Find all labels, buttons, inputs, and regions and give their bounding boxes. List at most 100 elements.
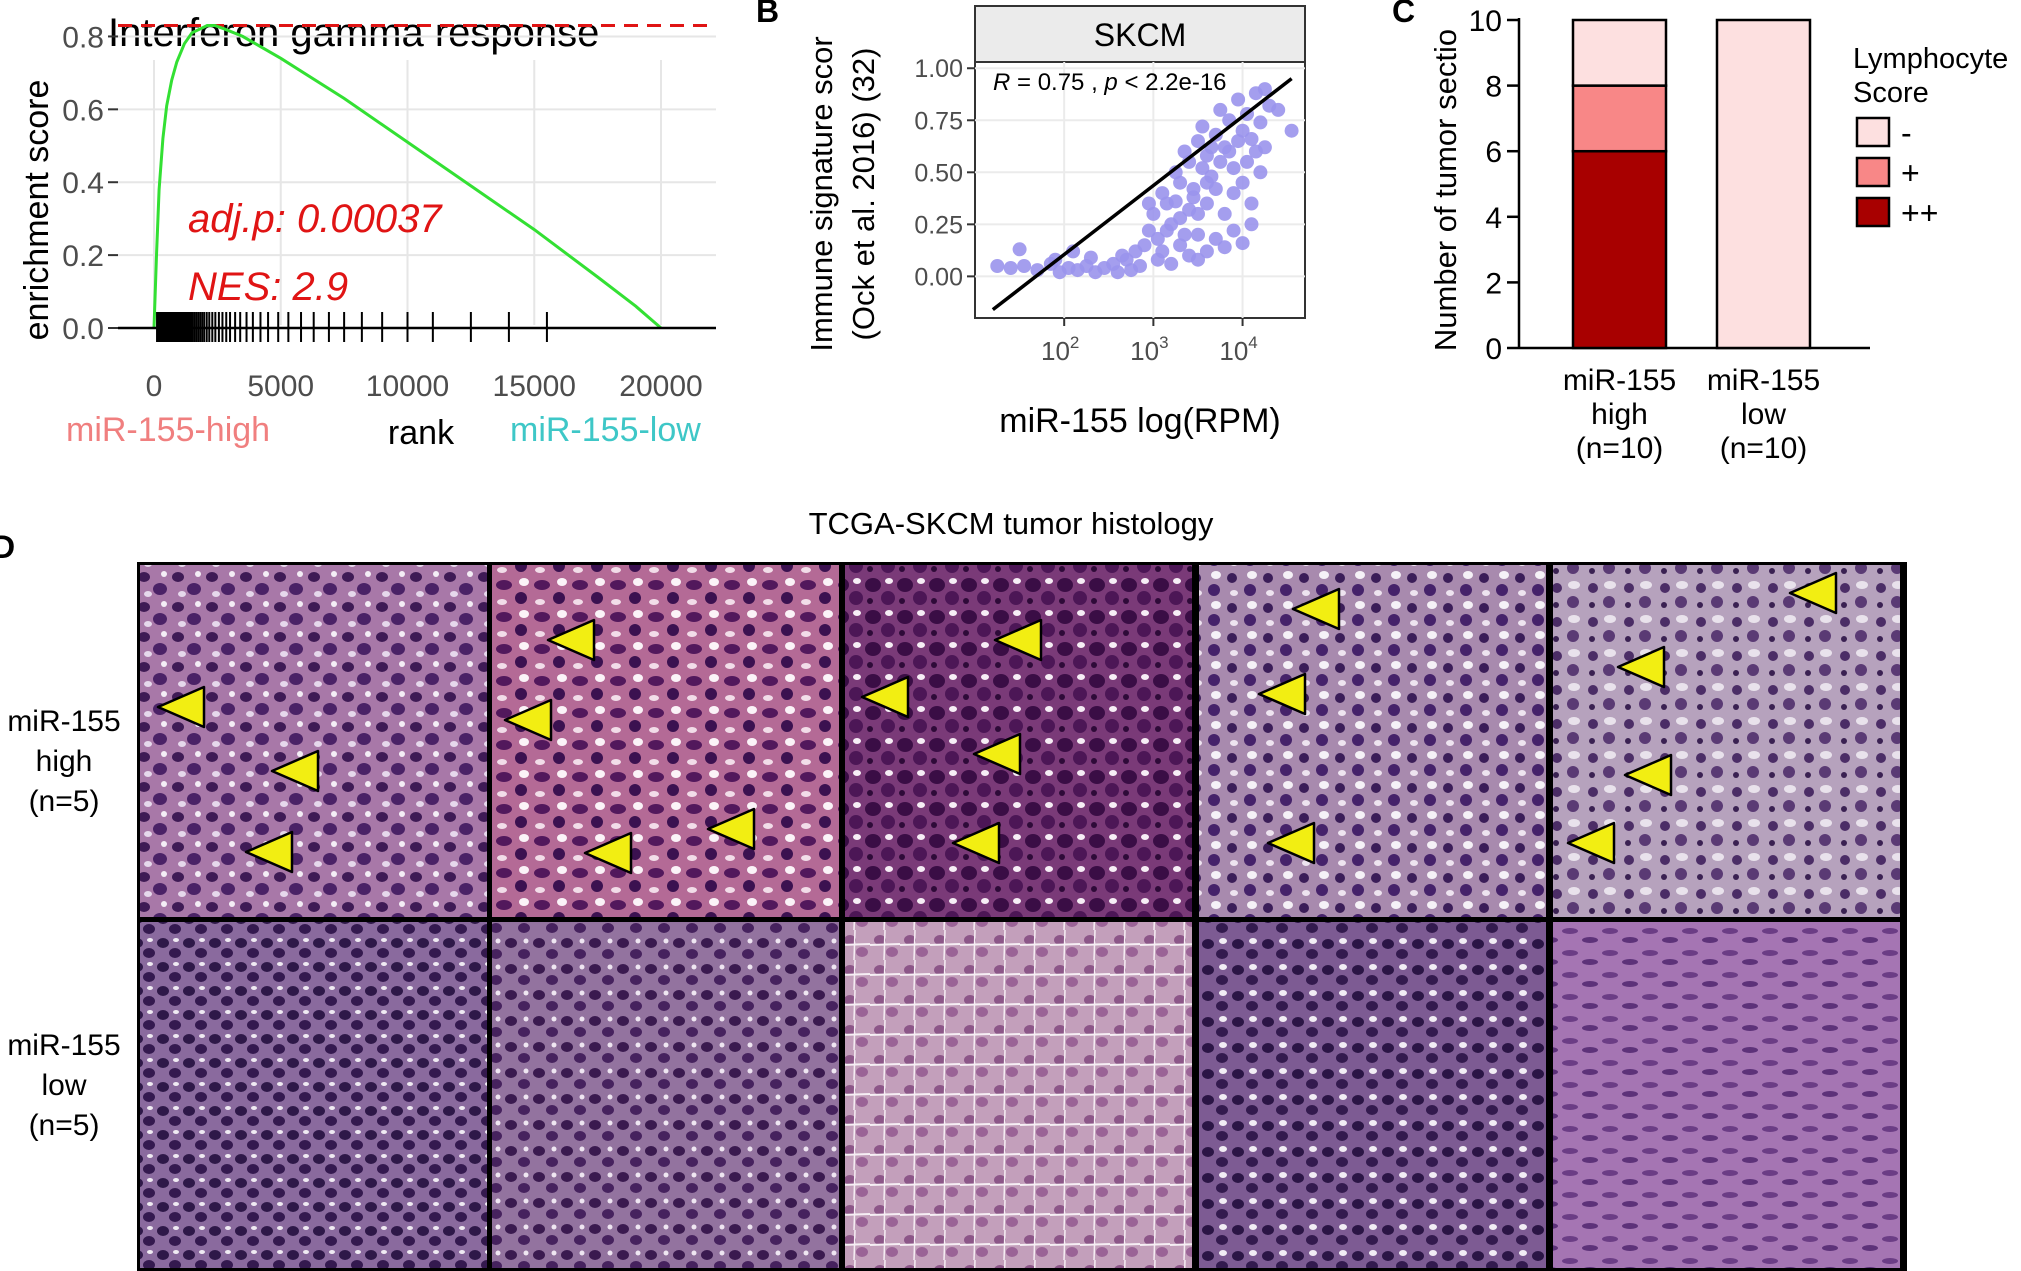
scatter-panel-border <box>974 61 1306 319</box>
scatter-point <box>1271 102 1286 117</box>
legend-title-line2: Score <box>1853 77 1929 109</box>
scatter-point <box>1235 175 1250 190</box>
scatter-point <box>1191 252 1205 267</box>
lymphocyte-arrowheads <box>156 571 1838 875</box>
scatter-point <box>1141 223 1156 238</box>
scatter-point <box>1186 182 1201 196</box>
arrowhead-marker <box>1623 753 1673 797</box>
arrowhead-marker <box>546 618 596 662</box>
r-value: = 0.75 , <box>1010 69 1104 96</box>
bar-segment <box>1715 18 1812 350</box>
histology-row-label: miR-155 <box>7 705 120 738</box>
histology-tile <box>492 922 839 1268</box>
scatter-point <box>1168 194 1183 209</box>
r-symbol: R <box>993 69 1010 96</box>
bar-y-tick-label: 6 <box>1485 136 1502 169</box>
scatter-point <box>1012 242 1027 257</box>
bar-category-label: low <box>1741 398 1786 431</box>
gsea-y-tick-label: 0.2 <box>62 240 104 273</box>
histology-tile <box>845 922 1192 1268</box>
tick-exponent: 4 <box>1248 333 1257 352</box>
facet-label: SKCM <box>1094 17 1186 53</box>
arrowhead-marker <box>270 749 320 793</box>
gsea-x-tick-label: 15000 <box>493 370 576 403</box>
arrowhead-marker <box>1566 821 1616 865</box>
legend-swatch <box>1855 116 1891 148</box>
scatter-y-tick-label: 0.50 <box>914 159 963 187</box>
gsea-y-tick-label: 0.8 <box>62 21 104 54</box>
scatter-y-tick-label: 0.00 <box>914 263 963 291</box>
arrowhead-marker <box>993 618 1043 662</box>
arrowhead-marker <box>1616 645 1666 689</box>
scatter-point <box>1231 92 1246 107</box>
scatter-point <box>1191 134 1205 149</box>
tick-base: 10 <box>1130 336 1159 366</box>
legend-entry: ++ <box>1901 195 1938 231</box>
scatter-y-tick-label: 0.25 <box>914 211 963 239</box>
histology-title: TCGA-SKCM tumor histology <box>809 506 1214 541</box>
bar-y-tick-label: 2 <box>1485 267 1502 300</box>
scatter-point <box>1141 196 1156 211</box>
x-axis-label-rank: rank <box>388 414 455 452</box>
legend-swatch <box>1855 156 1891 188</box>
arrowhead-marker <box>583 831 633 875</box>
scatter-y-label-line2: (Ock et al. 2016) (32) <box>846 48 881 341</box>
arrowhead-marker <box>972 732 1022 776</box>
scatter-point <box>1217 206 1232 221</box>
gsea-plot: Interferon gamma response enrichment sco… <box>18 11 716 452</box>
scatter-point <box>990 259 1005 273</box>
scatter-point <box>1244 217 1259 232</box>
scatter-x-ticks: 102 103 104 <box>1041 318 1258 366</box>
gsea-padj-annotation: adj.p: 0.00037 <box>188 197 443 241</box>
gsea-nes-annotation: NES: 2.9 <box>188 265 348 309</box>
gsea-x-tick-label: 5000 <box>247 370 314 403</box>
scatter-point <box>1235 236 1250 251</box>
arrowhead-marker <box>706 807 756 851</box>
arrowhead-marker <box>156 685 206 729</box>
scatter-point <box>1253 165 1268 180</box>
scatter-point <box>1195 161 1210 176</box>
gsea-y-tick-label: 0.0 <box>62 313 104 346</box>
x-left-label: miR-155-high <box>66 411 270 449</box>
scatter-point <box>1199 175 1214 190</box>
enrichment-curve <box>152 24 662 330</box>
scatter-point <box>1191 227 1205 242</box>
scatter-point <box>1244 196 1259 211</box>
scatter-x-axis-label: miR-155 log(RPM) <box>999 402 1281 440</box>
scatter-point <box>1177 227 1192 242</box>
histology-row-label: low <box>41 1069 86 1102</box>
scatter-plot: Immune signature scor (Ock et al. 2016) … <box>804 5 1306 440</box>
arrowhead-marker <box>860 675 910 719</box>
scatter-point <box>1248 144 1263 159</box>
scatter-y-label-line1: Immune signature scor <box>804 36 839 351</box>
scatter-point <box>1213 102 1228 117</box>
scatter-point <box>1226 223 1241 238</box>
bar-segment <box>1571 84 1668 153</box>
scatter-point <box>1164 256 1179 271</box>
scatter-point <box>1083 250 1098 265</box>
legend: -+++ <box>1855 115 1938 231</box>
gsea-x-tick-label: 0 <box>146 370 163 403</box>
bar-y-tick-label: 8 <box>1485 71 1502 104</box>
gsea-x-ticks: 0 5000 10000 15000 20000 <box>146 370 703 403</box>
bar-y-tick-label: 4 <box>1485 202 1502 235</box>
scatter-point <box>1066 244 1081 259</box>
arrowhead-marker <box>1266 821 1316 865</box>
scatter-points <box>990 82 1299 280</box>
gsea-title: Interferon gamma response <box>108 11 599 55</box>
bar-y-tick-label: 10 <box>1469 5 1502 38</box>
histology-row-label: (n=5) <box>29 785 100 818</box>
histology-tile <box>140 922 487 1268</box>
histology-row-label: high <box>36 745 93 778</box>
scatter-point <box>1222 144 1237 159</box>
scatter-point <box>1115 248 1130 263</box>
scatter-point <box>1199 244 1214 259</box>
histology-row-label: miR-155 <box>7 1029 120 1062</box>
tick-exponent: 3 <box>1159 333 1168 352</box>
p-symbol: p <box>1103 69 1117 96</box>
arrowhead-marker <box>951 821 1001 865</box>
bar-category-label: (n=10) <box>1576 432 1664 465</box>
histology-tile <box>1553 565 1900 917</box>
scatter-y-tick-label: 0.75 <box>914 107 963 135</box>
